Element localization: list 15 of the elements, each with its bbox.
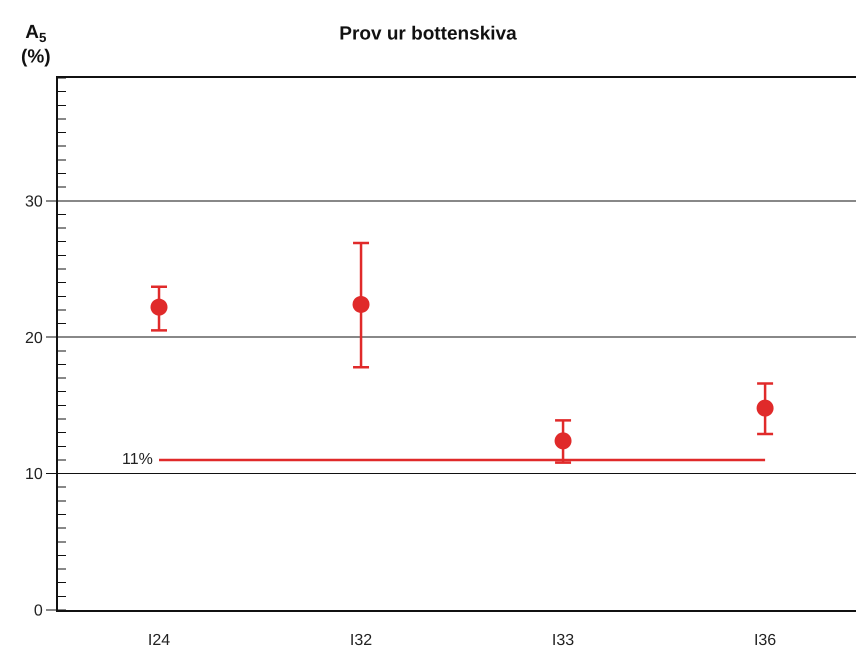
y-tick-label: 20 bbox=[25, 330, 43, 347]
x-tick-label: I32 bbox=[350, 632, 372, 650]
point bbox=[150, 298, 168, 316]
y-tick-label: 0 bbox=[34, 602, 43, 620]
y-axis-title: A$_{5}$ (%) bbox=[21, 22, 51, 68]
x-tick-label: I33 bbox=[552, 632, 574, 650]
point bbox=[554, 432, 572, 450]
x-tick-label: I36 bbox=[754, 632, 776, 650]
y-tick-label: 30 bbox=[25, 193, 43, 210]
chart-title: Prov ur bottenskiva bbox=[339, 23, 518, 44]
ref-line-label: 11% bbox=[122, 451, 153, 468]
point bbox=[352, 296, 370, 313]
point bbox=[756, 400, 774, 417]
y-tick-label: 10 bbox=[25, 466, 43, 484]
x-tick-label: I24 bbox=[148, 632, 170, 650]
